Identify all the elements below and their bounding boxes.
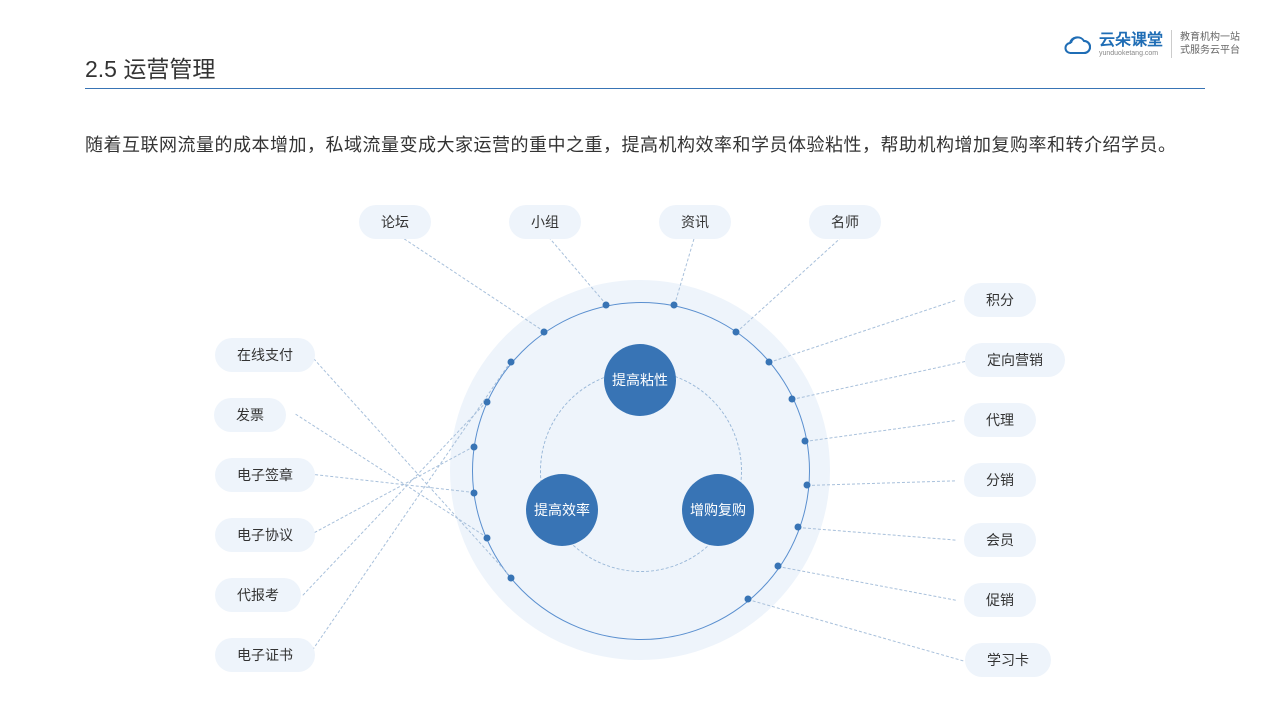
connector-dot [603, 302, 610, 309]
feature-tag: 代理 [964, 403, 1036, 437]
logo-tagline: 教育机构一站式服务云平台 [1180, 31, 1240, 57]
connector-line [792, 360, 970, 400]
connector-dot [733, 329, 740, 336]
feature-tag: 分销 [964, 463, 1036, 497]
connector-line [748, 599, 963, 661]
cloud-icon [1063, 33, 1091, 55]
connector-dot [794, 524, 801, 531]
feature-tag: 小组 [509, 205, 581, 239]
slide-title: 2.5 运营管理 [85, 50, 215, 84]
connector-line [310, 446, 474, 535]
connector-dot [789, 396, 796, 403]
feature-tag: 定向营销 [965, 343, 1065, 377]
feature-tag: 促销 [964, 583, 1036, 617]
feature-tag: 代报考 [215, 578, 301, 612]
connector-dot [508, 359, 515, 366]
connector-dot [483, 535, 490, 542]
connector-dot [774, 563, 781, 570]
slide-description: 随着互联网流量的成本增加，私域流量变成大家运营的重中之重，提高机构效率和学员体验… [85, 128, 1195, 162]
feature-tag: 名师 [809, 205, 881, 239]
feature-tag: 发票 [214, 398, 286, 432]
connector-dot [470, 490, 477, 497]
logo-domain: yunduoketang.com [1099, 50, 1163, 57]
connector-dot [540, 329, 547, 336]
feature-tag: 积分 [964, 283, 1036, 317]
feature-tag: 资讯 [659, 205, 731, 239]
connector-dot [804, 481, 811, 488]
feature-tag: 会员 [964, 523, 1036, 557]
connector-line [798, 527, 955, 541]
connector-line [777, 566, 955, 601]
logo-name: 云朵课堂 [1099, 32, 1163, 49]
title-underline [85, 88, 1205, 89]
connector-dot [765, 359, 772, 366]
center-node: 提高效率 [526, 474, 598, 546]
feature-tag: 电子证书 [215, 638, 315, 672]
feature-tag: 在线支付 [215, 338, 315, 372]
feature-tag: 电子协议 [215, 518, 315, 552]
connector-dot [670, 302, 677, 309]
connector-dot [470, 443, 477, 450]
brand-logo: 云朵课堂 yunduoketang.com 教育机构一站式服务云平台 [1063, 30, 1240, 58]
feature-tag: 论坛 [359, 205, 431, 239]
logo-divider [1171, 30, 1172, 58]
operations-diagram: 提高粘性提高效率 增购复购 论坛 小组 资讯 名师在线支付发票电子签章电子协议代报考电子证… [0, 200, 1280, 720]
connector-dot [802, 437, 809, 444]
connector-dot [744, 595, 751, 602]
feature-tag: 学习卡 [965, 643, 1051, 677]
section-title: 运营管理 [123, 56, 215, 82]
section-number: 2.5 [85, 56, 117, 82]
feature-tag: 电子签章 [215, 458, 315, 492]
connector-dot [508, 574, 515, 581]
connector-line [769, 300, 956, 363]
center-node: 提高粘性 [604, 344, 676, 416]
connector-line [805, 420, 955, 442]
connector-line [395, 233, 544, 332]
center-node: 增购复购 [682, 474, 754, 546]
